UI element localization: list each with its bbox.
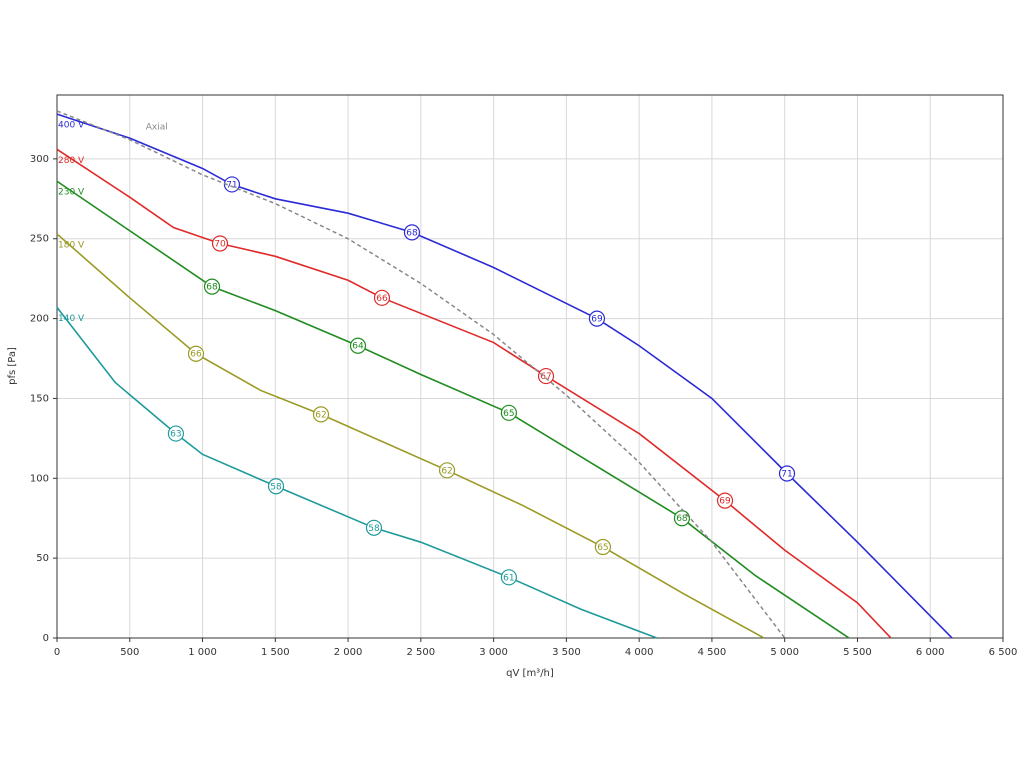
- x-tick-label: 0: [54, 647, 60, 658]
- marker: [365, 519, 383, 536]
- marker: [438, 462, 456, 479]
- marker: [349, 337, 367, 354]
- marker: [716, 492, 734, 509]
- marker: [312, 406, 330, 423]
- x-tick-label: 1 000: [188, 647, 217, 658]
- x-axis-label: qV [m³/h]: [506, 668, 554, 679]
- x-tick-label: 2 000: [334, 647, 363, 658]
- marker: [373, 289, 391, 306]
- marker-label: 66: [376, 294, 388, 304]
- marker-label: 66: [190, 350, 202, 360]
- marker: [588, 310, 606, 327]
- marker: [187, 345, 205, 362]
- x-tick-label: 1 500: [261, 647, 290, 658]
- x-tick-label: 5 000: [770, 647, 799, 658]
- x-tick-label: 5 500: [843, 647, 872, 658]
- marker-label: 62: [441, 466, 452, 476]
- fan-curve: [56, 233, 765, 639]
- marker-label: 65: [503, 409, 514, 419]
- x-tick-label: 4 000: [625, 647, 654, 658]
- x-tick-label: 3 000: [479, 647, 508, 658]
- y-tick-label: 50: [36, 553, 49, 564]
- marker: [267, 478, 285, 495]
- y-tick-label: 300: [30, 154, 49, 165]
- x-tick-label: 6 500: [989, 647, 1018, 658]
- series-label: Axial: [146, 122, 168, 132]
- series-label: 280 V: [58, 156, 85, 166]
- marker: [223, 176, 241, 193]
- marker-label: 70: [214, 240, 226, 250]
- series-label: 140 V: [58, 314, 85, 324]
- y-axis-label: pfs [Pa]: [7, 347, 18, 385]
- marker-label: 68: [676, 514, 688, 524]
- dashed-curve: [56, 110, 786, 639]
- marker-label: 61: [503, 573, 514, 583]
- marker: [537, 367, 555, 385]
- x-tick-label: 6 000: [916, 647, 945, 658]
- y-tick-label: 250: [30, 234, 49, 245]
- x-tick-label: 500: [120, 647, 139, 658]
- marker-label: 65: [597, 543, 608, 553]
- marker-label: 68: [406, 228, 418, 238]
- y-tick-label: 100: [30, 473, 49, 484]
- x-tick-label: 4 500: [698, 647, 727, 658]
- marker-label: 64: [352, 342, 364, 352]
- marker-label: 58: [270, 482, 282, 492]
- series-label: 180 V: [58, 240, 85, 250]
- fan-curve: [56, 180, 850, 639]
- marker: [500, 404, 517, 421]
- series-label: 230 V: [58, 188, 85, 198]
- marker: [211, 235, 229, 252]
- marker: [203, 278, 221, 295]
- marker-label: 62: [315, 410, 326, 420]
- marker: [778, 465, 796, 482]
- marker: [403, 224, 421, 241]
- y-tick-label: 150: [30, 393, 49, 404]
- y-tick-label: 200: [30, 314, 49, 325]
- fan-curve: [56, 306, 658, 639]
- marker-label: 67: [540, 372, 551, 382]
- marker-label: 69: [591, 315, 603, 325]
- x-tick-label: 3 500: [552, 647, 581, 658]
- marker: [594, 538, 612, 556]
- marker-label: 68: [206, 283, 218, 293]
- marker-label: 58: [368, 524, 380, 534]
- marker-label: 71: [226, 180, 237, 190]
- x-tick-label: 2 500: [407, 647, 436, 658]
- y-tick-label: 0: [43, 633, 49, 644]
- series-label: 400 V: [58, 121, 85, 131]
- marker-label: 69: [719, 497, 731, 507]
- marker: [167, 425, 185, 442]
- fan-curve: [56, 148, 892, 639]
- marker-label: 71: [781, 470, 792, 480]
- marker: [500, 569, 517, 586]
- marker-label: 63: [170, 430, 181, 440]
- plot-frame: [56, 94, 1004, 639]
- fan-curve: [56, 113, 953, 639]
